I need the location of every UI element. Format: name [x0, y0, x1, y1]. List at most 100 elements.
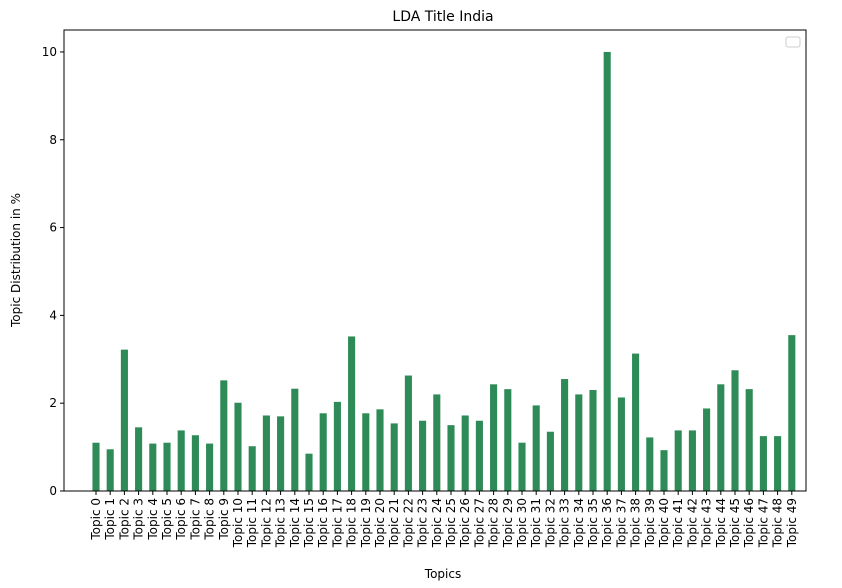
bar-topic-28: [490, 384, 498, 491]
x-tick-label: Topic 22: [401, 498, 415, 548]
x-tick-label: Topic 42: [685, 498, 699, 548]
bar-topic-34: [575, 394, 583, 491]
bar-topic-46: [745, 389, 753, 491]
bar-topic-15: [305, 453, 313, 491]
x-tick-label: Topic 48: [771, 498, 785, 548]
x-tick-label: Topic 20: [373, 498, 387, 548]
bar-topic-0: [92, 442, 100, 491]
bar-topic-17: [333, 401, 341, 491]
bar-topic-4: [149, 443, 157, 491]
bar-topic-7: [191, 435, 199, 491]
bar-topic-27: [475, 420, 483, 491]
bar-topic-11: [248, 446, 256, 491]
bar-topic-49: [788, 335, 796, 491]
bar-topic-47: [759, 436, 767, 491]
x-tick-label: Topic 44: [714, 498, 728, 548]
x-tick-label: Topic 27: [472, 498, 486, 548]
x-tick-label: Topic 14: [288, 498, 302, 548]
bar-topic-45: [731, 370, 739, 491]
x-tick-label: Topic 2: [117, 498, 131, 541]
x-tick-label: Topic 43: [700, 498, 714, 548]
x-tick-label: Topic 28: [487, 498, 501, 548]
bar-topic-41: [674, 430, 682, 491]
y-tick-label: 6: [49, 221, 57, 235]
y-tick-label: 8: [49, 133, 57, 147]
bar-topic-43: [703, 408, 711, 491]
x-tick-label: Topic 31: [529, 498, 543, 548]
bar-topic-22: [404, 375, 412, 491]
x-tick-label: Topic 19: [359, 498, 373, 548]
x-tick-label: Topic 41: [671, 498, 685, 548]
legend-box: [785, 36, 801, 48]
y-tick-label: 0: [49, 484, 57, 498]
bar-topic-26: [461, 415, 469, 491]
bar-topic-14: [291, 388, 299, 491]
bar-topic-24: [433, 394, 441, 491]
bar-topic-39: [646, 437, 654, 491]
bar-topic-35: [589, 390, 597, 491]
x-tick-label: Topic 15: [302, 498, 316, 548]
x-tick-label: Topic 30: [515, 498, 529, 548]
y-tick-label: 4: [49, 308, 57, 322]
x-tick-label: Topic 3: [132, 498, 146, 541]
bar-topic-42: [688, 430, 696, 491]
x-tick-label: Topic 36: [600, 498, 614, 548]
bar-topic-23: [419, 420, 427, 491]
bar-topic-25: [447, 425, 455, 491]
x-tick-label: Topic 7: [188, 498, 202, 541]
x-tick-label: Topic 17: [330, 498, 344, 548]
bar-topic-13: [277, 416, 285, 491]
x-tick-label: Topic 12: [259, 498, 273, 548]
bar-topic-12: [262, 415, 270, 491]
bar-topic-5: [163, 442, 171, 491]
x-tick-label: Topic 16: [316, 498, 330, 548]
bar-topic-36: [603, 51, 611, 491]
bar-topic-40: [660, 450, 668, 491]
x-tick-label: Topic 8: [203, 498, 217, 541]
bar-topic-6: [177, 430, 185, 491]
x-tick-label: Topic 24: [430, 498, 444, 548]
x-tick-label: Topic 40: [657, 498, 671, 548]
bar-topic-18: [348, 336, 356, 491]
bar-topic-31: [532, 405, 540, 491]
bar-topic-1: [106, 449, 114, 491]
x-tick-label: Topic 10: [231, 498, 245, 548]
x-tick-label: Topic 13: [274, 498, 288, 548]
bar-topic-44: [717, 384, 725, 491]
bar-topic-33: [561, 379, 569, 491]
y-axis-label: Topic Distribution in %: [9, 193, 23, 328]
x-tick-label: Topic 0: [89, 498, 103, 541]
x-tick-label: Topic 5: [160, 498, 174, 541]
x-tick-label: Topic 37: [614, 498, 628, 548]
x-tick-label: Topic 46: [742, 498, 756, 548]
x-tick-label: Topic 34: [572, 498, 586, 548]
x-axis-label: Topics: [424, 567, 461, 581]
bar-topic-32: [546, 431, 554, 491]
x-tick-label: Topic 47: [756, 498, 770, 548]
bar-topic-10: [234, 402, 242, 491]
x-tick-label: Topic 21: [387, 498, 401, 548]
bar-topic-19: [362, 413, 370, 491]
bar-topic-38: [632, 353, 640, 491]
x-tick-label: Topic 25: [444, 498, 458, 548]
x-tick-label: Topic 11: [245, 498, 259, 548]
bar-topic-8: [206, 443, 214, 491]
bar-topic-29: [504, 389, 512, 491]
bar-topic-20: [376, 409, 384, 491]
y-tick-label: 2: [49, 396, 57, 410]
x-tick-label: Topic 29: [501, 498, 515, 548]
x-tick-label: Topic 39: [643, 498, 657, 548]
x-tick-label: Topic 38: [629, 498, 643, 548]
bar-topic-9: [220, 380, 228, 491]
x-tick-label: Topic 32: [543, 498, 557, 548]
x-axis: Topic 0 Topic 1 Topic 2 Topic 3 Topic 4 Topic…: [89, 491, 799, 548]
plot-frame: [63, 29, 807, 492]
bar-topic-30: [518, 442, 526, 491]
bar-topic-48: [774, 436, 782, 491]
x-tick-label: Topic 6: [174, 498, 188, 541]
x-tick-label: Topic 9: [217, 498, 231, 541]
bar-topic-37: [617, 397, 625, 491]
y-tick-label: 10: [42, 45, 57, 59]
bar-topic-16: [319, 413, 327, 491]
x-tick-label: Topic 4: [146, 498, 160, 541]
